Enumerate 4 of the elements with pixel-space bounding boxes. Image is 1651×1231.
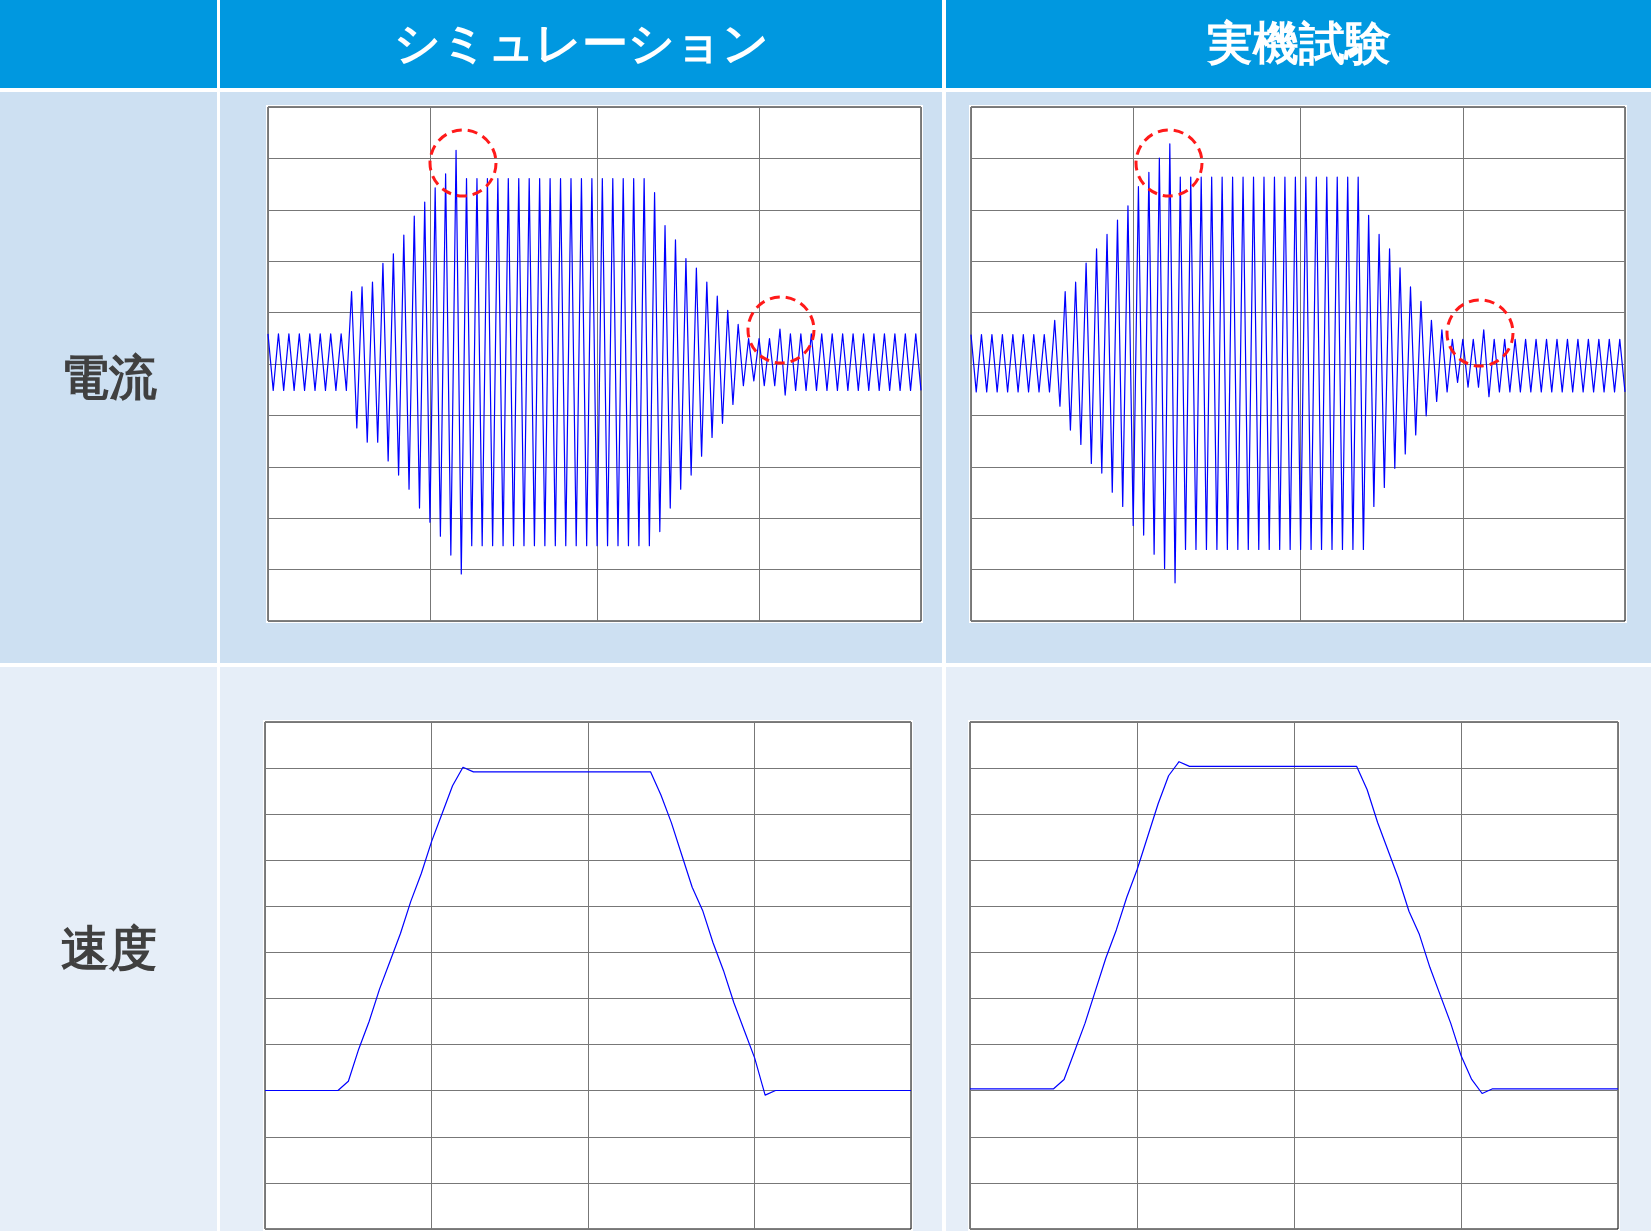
row-header-cell: 電流 <box>0 92 217 663</box>
header-cell: 実機試験 <box>946 0 1651 88</box>
header-cell: シミュレーション <box>220 0 942 88</box>
row-header-cell: 速度 <box>0 667 217 1231</box>
